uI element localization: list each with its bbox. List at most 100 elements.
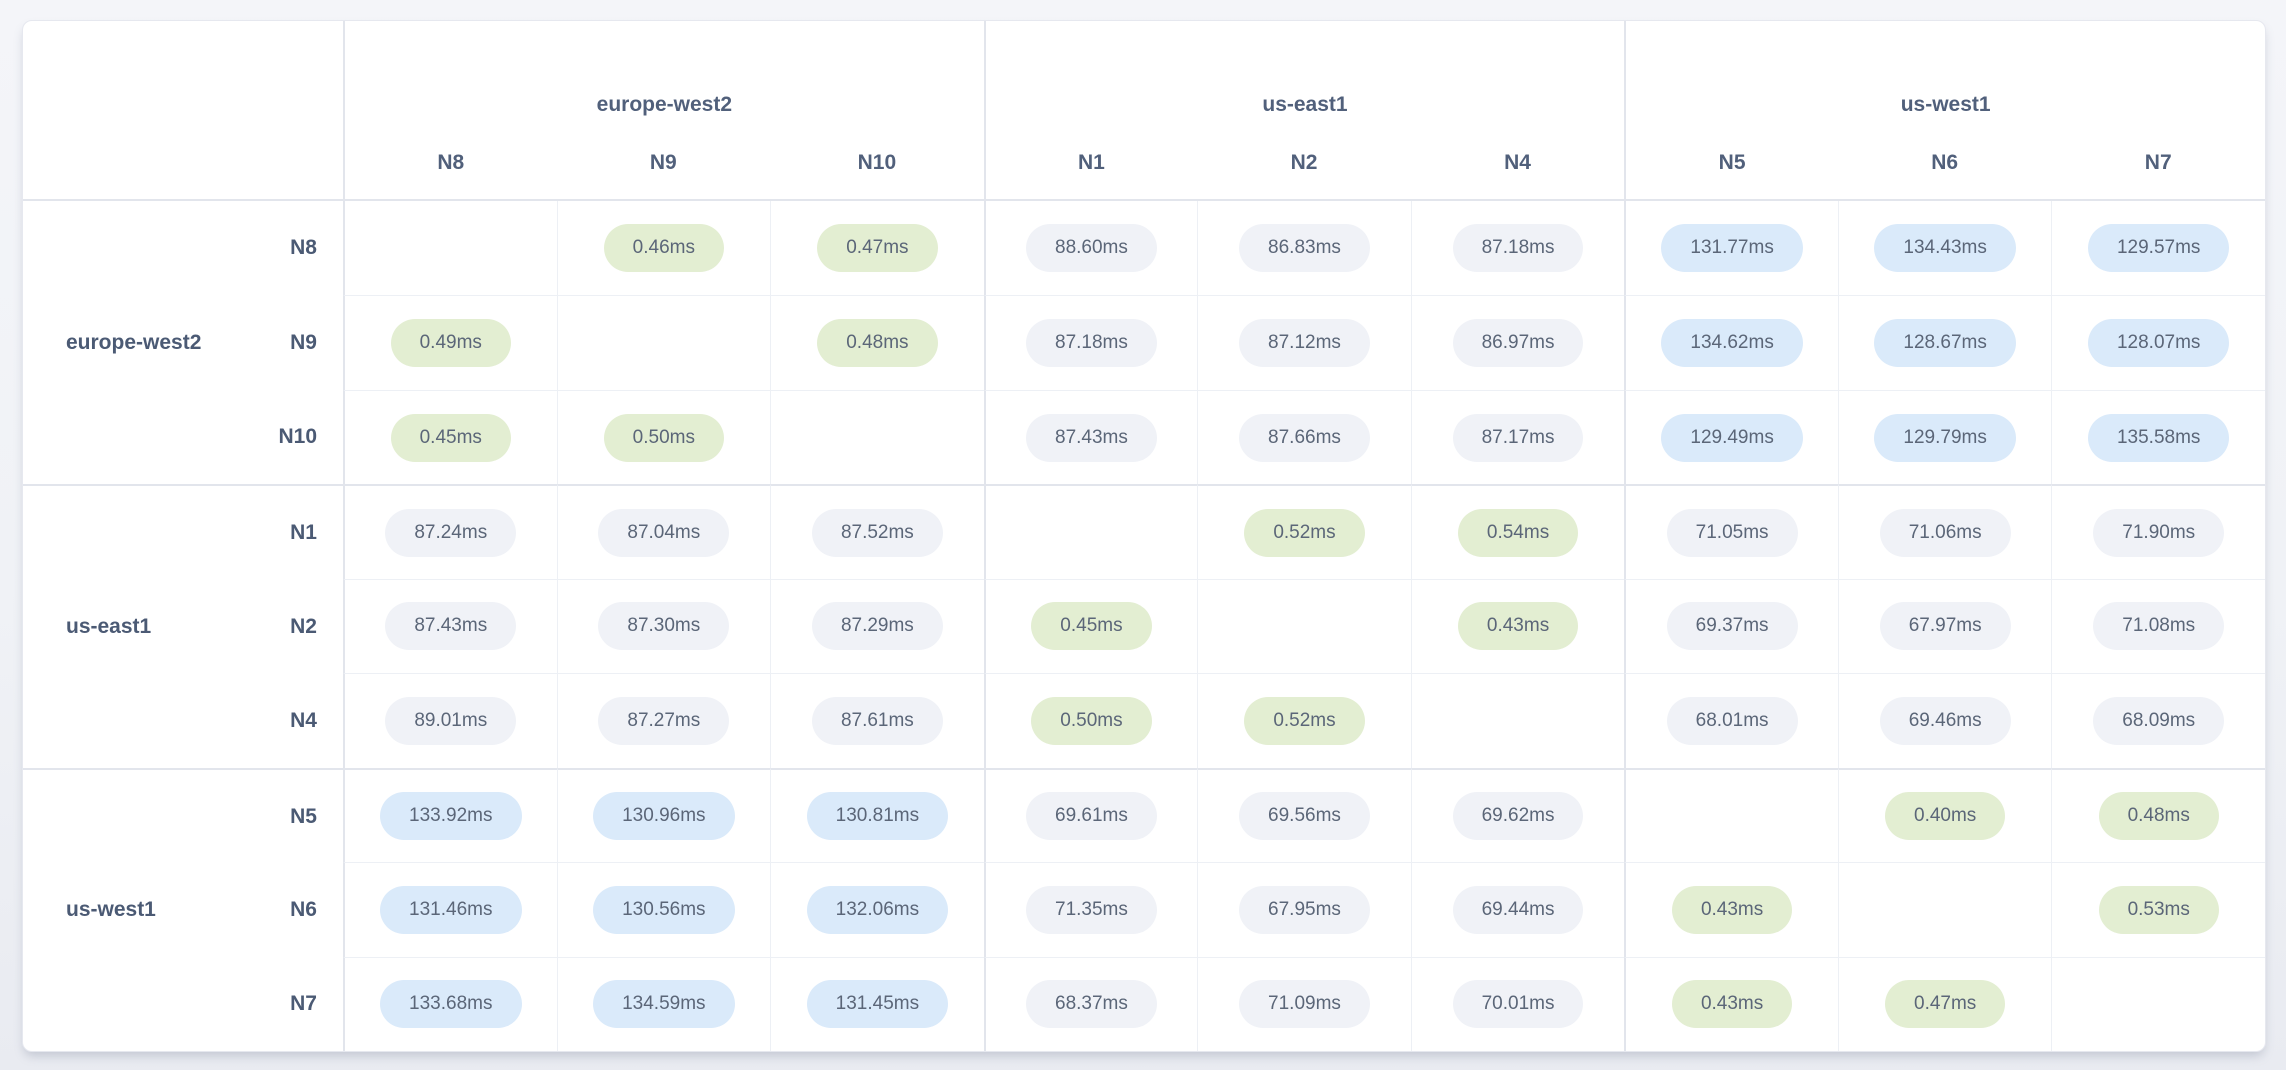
latency-cell-n7-n2[interactable]: 71.09ms <box>1197 956 1411 1051</box>
latency-cell-n8-n2[interactable]: 86.83ms <box>1197 201 1411 296</box>
latency-cell-n4-n9[interactable]: 87.27ms <box>556 673 771 768</box>
latency-pill: 0.48ms <box>817 319 938 368</box>
latency-cell-n4-n7[interactable]: 68.09ms <box>2051 673 2265 768</box>
latency-cell-n2-n2[interactable] <box>1197 578 1411 674</box>
latency-cell-n7-n10[interactable]: 131.45ms <box>770 956 984 1051</box>
latency-cell-n7-n5[interactable]: 0.43ms <box>1624 956 1838 1051</box>
latency-cell-n10-n5[interactable]: 129.49ms <box>1624 389 1838 485</box>
latency-cell-n2-n5[interactable]: 69.37ms <box>1624 578 1838 674</box>
latency-cell-n7-n9[interactable]: 134.59ms <box>556 956 771 1051</box>
latency-cell-n2-n7[interactable]: 71.08ms <box>2051 578 2265 674</box>
row-label-n7: N7 <box>290 992 317 1016</box>
latency-cell-n10-n6[interactable]: 129.79ms <box>1837 389 2052 485</box>
latency-cell-n10-n4[interactable]: 87.17ms <box>1410 389 1625 485</box>
row-label-n5: N5 <box>290 804 317 828</box>
latency-cell-n9-n1[interactable]: 87.18ms <box>983 295 1198 390</box>
row-group-label-europe-west2: europe-west2 N8 N9 N10 <box>23 201 343 484</box>
latency-cell-n7-n7[interactable] <box>2051 956 2265 1051</box>
latency-cell-n1-n1[interactable] <box>983 484 1198 579</box>
latency-cell-n1-n2[interactable]: 0.52ms <box>1197 484 1411 579</box>
latency-cell-n7-n1[interactable]: 68.37ms <box>983 956 1198 1051</box>
latency-cell-n5-n10[interactable]: 130.81ms <box>770 767 984 863</box>
latency-cell-n2-n1[interactable]: 0.45ms <box>983 578 1198 674</box>
latency-cell-n2-n10[interactable]: 87.29ms <box>770 578 984 674</box>
row-group-label-us-east1: us-east1 N1 N2 N4 <box>23 484 343 767</box>
latency-pill: 69.37ms <box>1666 602 1798 651</box>
latency-cell-n8-n8[interactable] <box>343 201 557 296</box>
latency-cell-n6-n6[interactable] <box>1837 862 2052 957</box>
latency-cell-n5-n6[interactable]: 0.40ms <box>1837 767 2052 863</box>
latency-cell-n4-n8[interactable]: 89.01ms <box>343 673 557 768</box>
latency-cell-n9-n5[interactable]: 134.62ms <box>1624 295 1838 390</box>
latency-cell-n8-n6[interactable]: 134.43ms <box>1837 201 2052 296</box>
latency-cell-n8-n1[interactable]: 88.60ms <box>983 201 1198 296</box>
latency-cell-n7-n8[interactable]: 133.68ms <box>343 956 557 1051</box>
latency-cell-n10-n10[interactable] <box>770 389 984 485</box>
latency-pill: 69.56ms <box>1239 791 1370 840</box>
latency-cell-n6-n5[interactable]: 0.43ms <box>1624 862 1838 957</box>
latency-cell-n9-n8[interactable]: 0.49ms <box>343 295 557 390</box>
latency-cell-n1-n6[interactable]: 71.06ms <box>1837 484 2052 579</box>
latency-cell-n6-n8[interactable]: 131.46ms <box>343 862 557 957</box>
latency-cell-n6-n9[interactable]: 130.56ms <box>556 862 771 957</box>
latency-cell-n6-n10[interactable]: 132.06ms <box>770 862 984 957</box>
latency-pill: 0.50ms <box>603 413 724 462</box>
latency-cell-n9-n6[interactable]: 128.67ms <box>1837 295 2052 390</box>
latency-cell-n9-n10[interactable]: 0.48ms <box>770 295 984 390</box>
latency-cell-n9-n2[interactable]: 87.12ms <box>1197 295 1411 390</box>
latency-pill: 128.67ms <box>1874 319 2016 368</box>
latency-cell-n4-n10[interactable]: 87.61ms <box>770 673 984 768</box>
latency-cell-n4-n4[interactable] <box>1410 673 1625 768</box>
latency-cell-n6-n1[interactable]: 71.35ms <box>983 862 1198 957</box>
latency-cell-n10-n2[interactable]: 87.66ms <box>1197 389 1411 485</box>
latency-cell-n1-n5[interactable]: 71.05ms <box>1624 484 1838 579</box>
latency-cell-n8-n7[interactable]: 129.57ms <box>2051 201 2265 296</box>
latency-cell-n7-n4[interactable]: 70.01ms <box>1410 956 1625 1051</box>
latency-cell-n5-n9[interactable]: 130.96ms <box>556 767 771 863</box>
latency-cell-n1-n10[interactable]: 87.52ms <box>770 484 984 579</box>
latency-matrix: europe-west2 us-east1 us-west1 N8 N9 N10… <box>23 21 2265 1051</box>
latency-cell-n2-n6[interactable]: 67.97ms <box>1837 578 2052 674</box>
latency-cell-n10-n8[interactable]: 0.45ms <box>343 389 557 485</box>
latency-cell-n1-n9[interactable]: 87.04ms <box>556 484 771 579</box>
latency-cell-n8-n9[interactable]: 0.46ms <box>556 201 771 296</box>
latency-cell-n5-n4[interactable]: 69.62ms <box>1410 767 1625 863</box>
latency-cell-n6-n2[interactable]: 67.95ms <box>1197 862 1411 957</box>
latency-cell-n1-n4[interactable]: 0.54ms <box>1410 484 1625 579</box>
latency-cell-n5-n2[interactable]: 69.56ms <box>1197 767 1411 863</box>
latency-cell-n9-n7[interactable]: 128.07ms <box>2051 295 2265 390</box>
latency-cell-n5-n5[interactable] <box>1624 767 1838 863</box>
latency-cell-n1-n7[interactable]: 71.90ms <box>2051 484 2265 579</box>
latency-cell-n8-n5[interactable]: 131.77ms <box>1624 201 1838 296</box>
latency-cell-n10-n9[interactable]: 0.50ms <box>556 389 771 485</box>
latency-pill: 87.18ms <box>1026 319 1157 368</box>
latency-cell-n4-n2[interactable]: 0.52ms <box>1197 673 1411 768</box>
latency-cell-n4-n5[interactable]: 68.01ms <box>1624 673 1838 768</box>
latency-pill: 71.08ms <box>2093 602 2225 651</box>
latency-cell-n10-n1[interactable]: 87.43ms <box>983 389 1198 485</box>
latency-cell-n9-n9[interactable] <box>556 295 771 390</box>
latency-cell-n9-n4[interactable]: 86.97ms <box>1410 295 1625 390</box>
latency-pill: 0.52ms <box>1244 508 1365 557</box>
latency-pill: 134.62ms <box>1661 319 1803 368</box>
latency-cell-n2-n8[interactable]: 87.43ms <box>343 578 557 674</box>
latency-pill: 0.43ms <box>1671 885 1793 934</box>
latency-cell-n1-n8[interactable]: 87.24ms <box>343 484 557 579</box>
matrix-corner-cell <box>23 21 343 201</box>
latency-pill: 128.07ms <box>2087 319 2230 368</box>
latency-cell-n8-n10[interactable]: 0.47ms <box>770 201 984 296</box>
latency-cell-n2-n4[interactable]: 0.43ms <box>1410 578 1625 674</box>
latency-cell-n6-n7[interactable]: 0.53ms <box>2051 862 2265 957</box>
latency-cell-n5-n8[interactable]: 133.92ms <box>343 767 557 863</box>
latency-cell-n5-n7[interactable]: 0.48ms <box>2051 767 2265 863</box>
latency-cell-n7-n6[interactable]: 0.47ms <box>1837 956 2052 1051</box>
latency-cell-n5-n1[interactable]: 69.61ms <box>983 767 1198 863</box>
latency-cell-n8-n4[interactable]: 87.18ms <box>1410 201 1625 296</box>
latency-cell-n10-n7[interactable]: 135.58ms <box>2051 389 2265 485</box>
latency-cell-n4-n6[interactable]: 69.46ms <box>1837 673 2052 768</box>
column-header-n8: N8 <box>343 131 557 201</box>
latency-cell-n4-n1[interactable]: 0.50ms <box>983 673 1198 768</box>
latency-cell-n2-n9[interactable]: 87.30ms <box>556 578 771 674</box>
latency-cell-n6-n4[interactable]: 69.44ms <box>1410 862 1625 957</box>
latency-pill: 0.49ms <box>390 319 511 368</box>
